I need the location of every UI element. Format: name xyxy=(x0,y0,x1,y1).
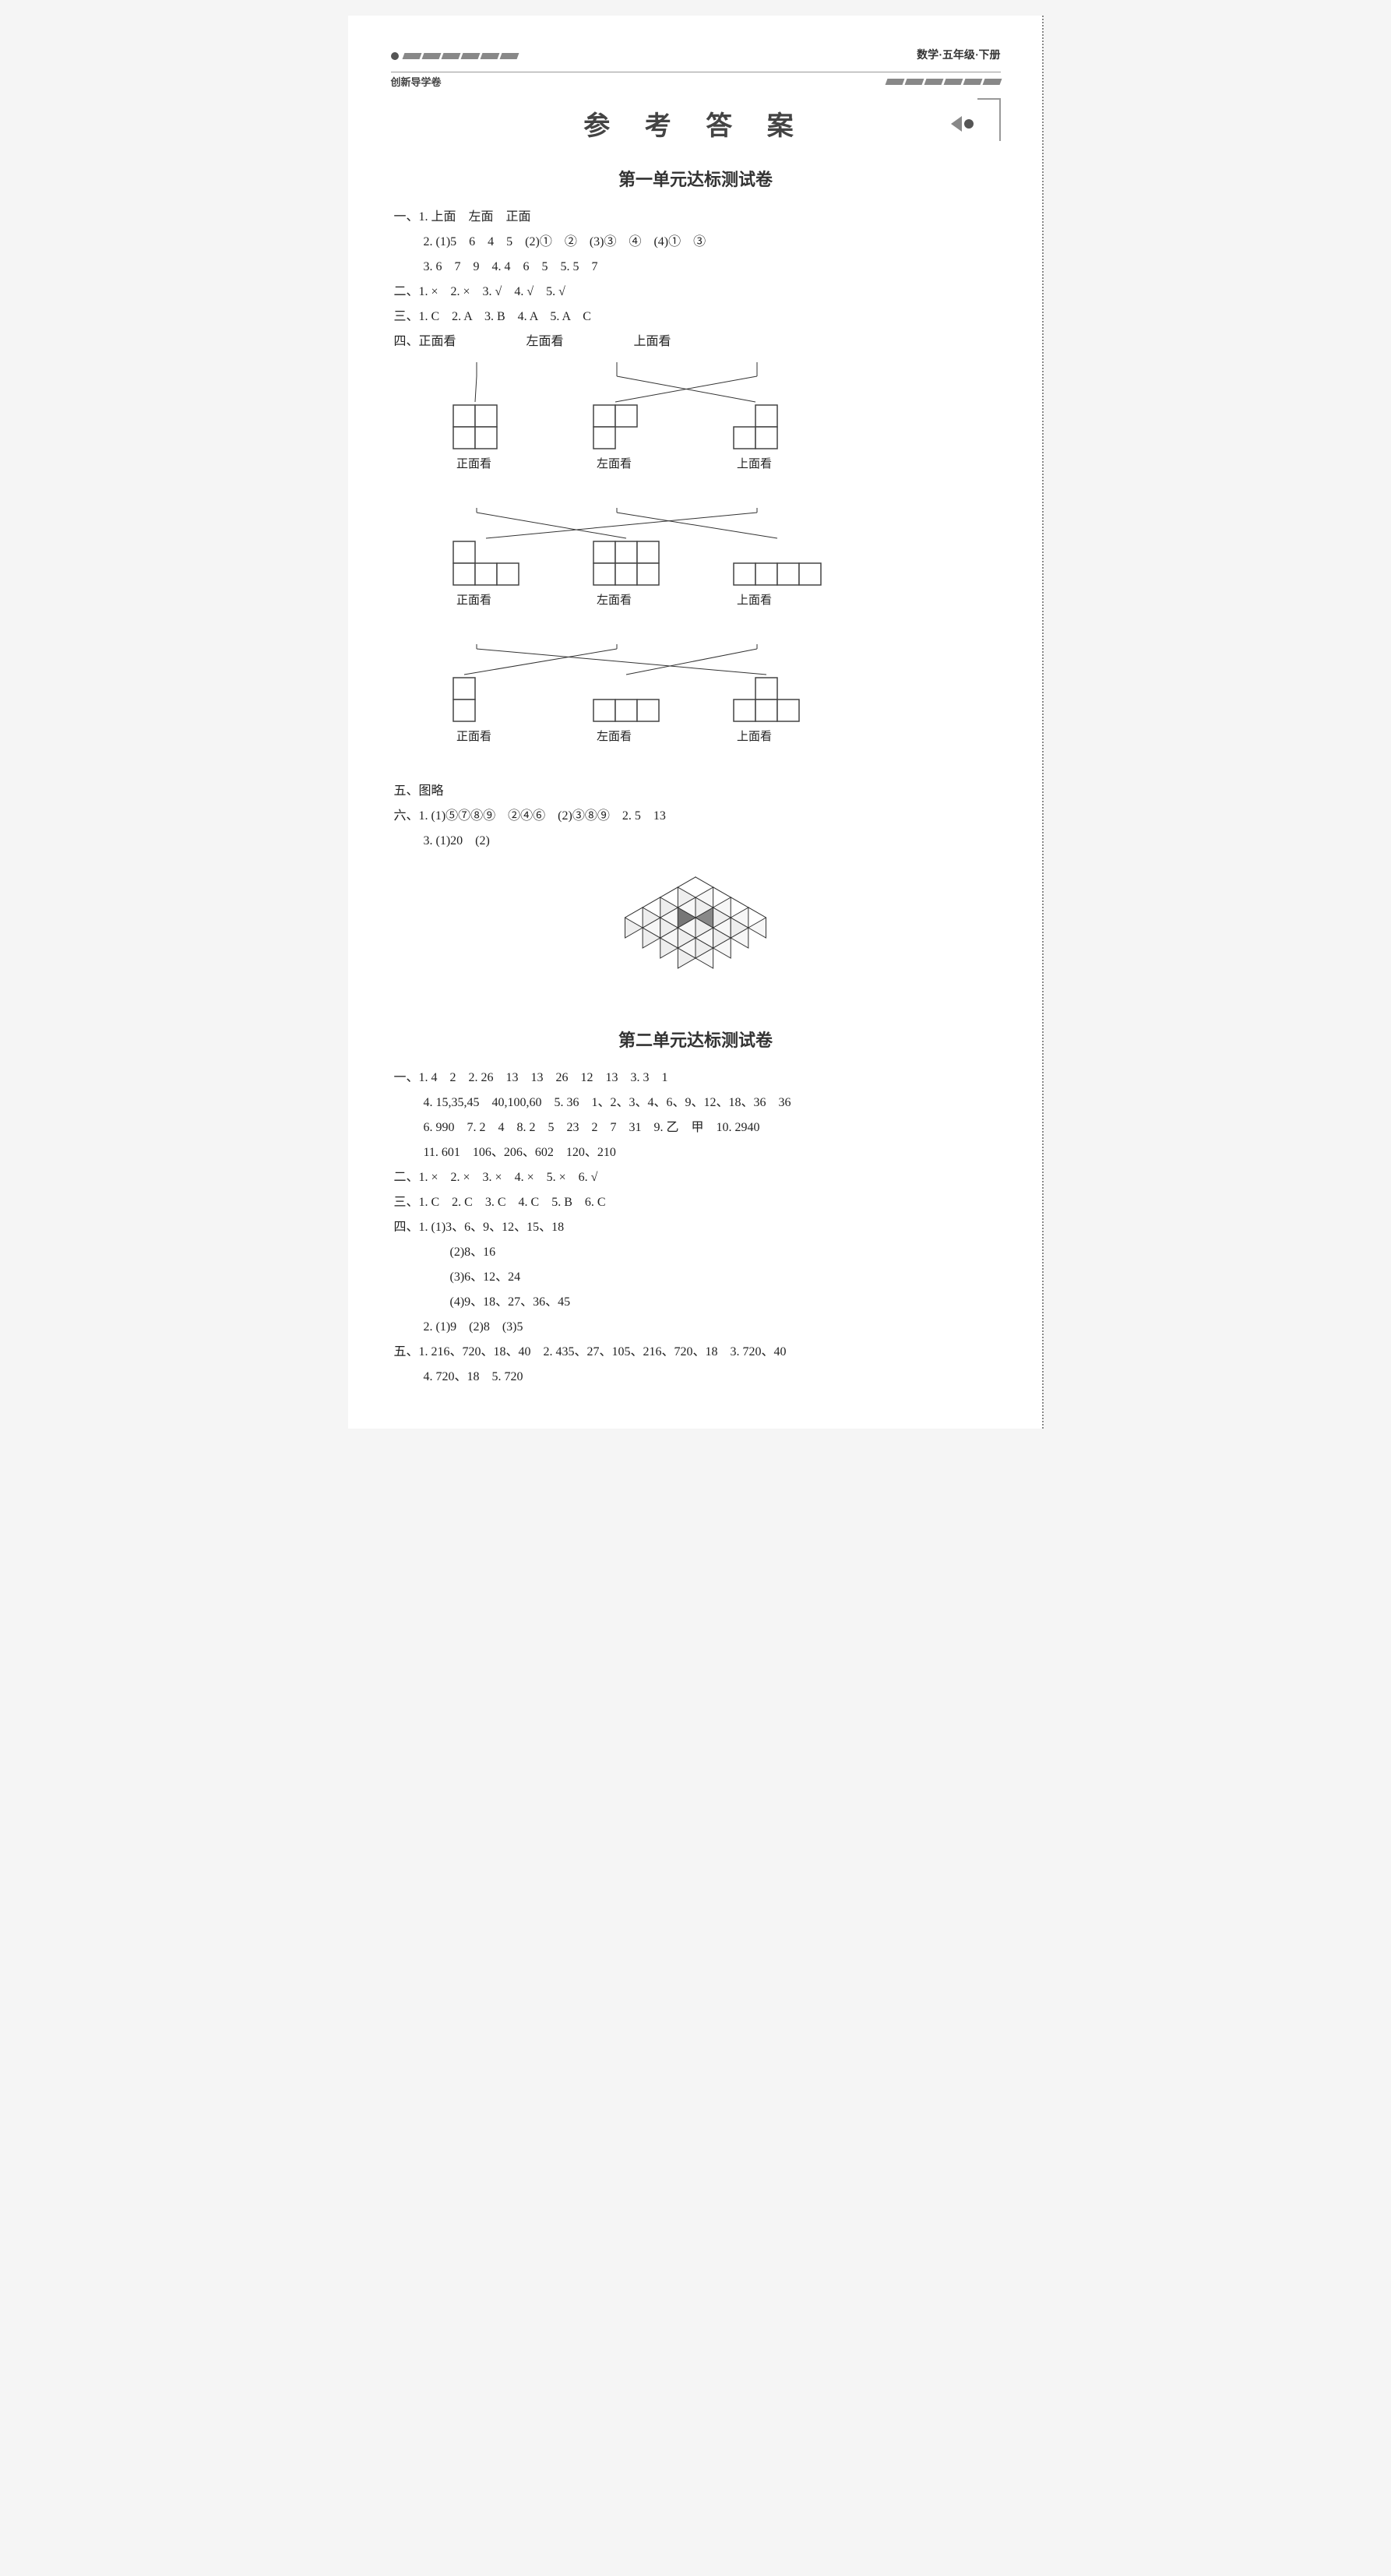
unit1-heading: 第一单元达标测试卷 xyxy=(391,166,1001,191)
u2-q3: 三、1. C 2. C 3. C 4. C 5. B 6. C xyxy=(394,1190,1001,1215)
views-diagram-svg: 正面看左面看上面看正面看左面看上面看正面看左面看上面看 xyxy=(407,362,874,767)
unit2-heading: 第二单元达标测试卷 xyxy=(391,1027,1001,1052)
u2-q4-5: 2. (1)9 (2)8 (3)5 xyxy=(394,1315,1001,1340)
cube-stack-svg xyxy=(586,838,805,1010)
svg-text:左面看: 左面看 xyxy=(597,730,632,743)
u1-q4-labels-top: 四、正面看 左面看 上面看 xyxy=(394,329,1001,354)
diagram-block: 正面看左面看上面看正面看左面看上面看正面看左面看上面看 xyxy=(407,362,1001,771)
main-title: 参 考 答 案 xyxy=(583,104,808,143)
svg-text:正面看: 正面看 xyxy=(456,594,491,607)
u1-q5: 五、图略 xyxy=(394,779,1001,804)
u2-q1-1: 一、1. 4 2 2. 26 13 13 26 12 13 3. 3 1 xyxy=(394,1066,1001,1091)
document-page: 数学·五年级·下册 创新导学卷 参 考 答 案 第一单元达标测试卷 一、1. 上… xyxy=(348,16,1044,1429)
u2-q1-3: 6. 990 7. 2 4 8. 2 5 23 2 7 31 9. 乙 甲 10… xyxy=(394,1115,1001,1140)
title-row: 参 考 答 案 xyxy=(391,104,1001,143)
u2-q4-2: (2)8、16 xyxy=(394,1240,1001,1265)
svg-text:上面看: 上面看 xyxy=(737,730,772,743)
subtitle-row: 创新导学卷 xyxy=(391,72,1001,89)
subject-label: 数学·五年级·下册 xyxy=(917,47,1000,62)
u1-q1-3: 3. 6 7 9 4. 4 6 5 5. 5 7 xyxy=(394,255,1001,280)
right-dotted-border xyxy=(1042,16,1044,1429)
cube-stack-figure xyxy=(391,838,1001,1010)
header-right: 数学·五年级·下册 xyxy=(917,47,1000,65)
title-marker-icon xyxy=(951,116,974,132)
series-label: 创新导学卷 xyxy=(391,74,442,89)
label-front-1: 四、正面看 xyxy=(394,329,456,354)
u2-q4-3: (3)6、12、24 xyxy=(394,1265,1001,1290)
circle-icon xyxy=(964,119,974,129)
u2-q1-2: 4. 15,35,45 40,100,60 5. 36 1、2、3、4、6、9、… xyxy=(394,1091,1001,1115)
u2-q5-2: 4. 720、18 5. 720 xyxy=(394,1365,1001,1390)
u1-q3: 三、1. C 2. A 3. B 4. A 5. A C xyxy=(394,305,1001,329)
label-top-1: 上面看 xyxy=(634,329,671,354)
svg-text:正面看: 正面看 xyxy=(456,457,491,470)
bullet-icon xyxy=(391,52,399,60)
u1-q1-2: 2. (1)5 6 4 5 (2)① ② (3)③ ④ (4)① ③ xyxy=(394,230,1001,255)
u2-q4-1: 四、1. (1)3、6、9、12、15、18 xyxy=(394,1215,1001,1240)
u1-q1-1: 一、1. 上面 左面 正面 xyxy=(394,205,1001,230)
header-row: 数学·五年级·下册 xyxy=(391,47,1001,65)
triangle-icon xyxy=(951,116,962,132)
u1-q6-1: 六、1. (1)⑤⑦⑧⑨ ②④⑥ (2)③⑧⑨ 2. 5 13 xyxy=(394,804,1001,829)
header-stripe-left xyxy=(403,53,518,59)
u2-q5-1: 五、1. 216、720、18、40 2. 435、27、105、216、720… xyxy=(394,1340,1001,1365)
svg-text:正面看: 正面看 xyxy=(456,730,491,743)
svg-text:左面看: 左面看 xyxy=(597,594,632,607)
header-stripe-right xyxy=(886,79,1001,85)
svg-text:上面看: 上面看 xyxy=(737,594,772,607)
u2-q4-4: (4)9、18、27、36、45 xyxy=(394,1290,1001,1315)
title-bracket xyxy=(977,98,1001,141)
svg-text:左面看: 左面看 xyxy=(597,457,632,470)
header-left xyxy=(391,52,518,60)
svg-text:上面看: 上面看 xyxy=(737,457,772,470)
u2-q2: 二、1. × 2. × 3. × 4. × 5. × 6. √ xyxy=(394,1165,1001,1190)
u2-q1-4: 11. 601 106、206、602 120、210 xyxy=(394,1140,1001,1165)
label-left-1: 左面看 xyxy=(526,329,564,354)
u1-q2: 二、1. × 2. × 3. √ 4. √ 5. √ xyxy=(394,280,1001,305)
